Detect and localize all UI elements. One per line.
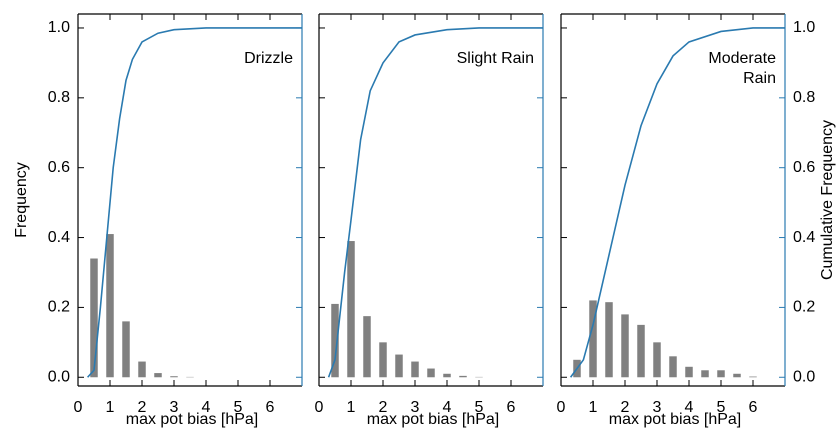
annotation: Slight Rain (457, 50, 534, 67)
x-axis-label: max pot bias [hPa] (126, 411, 259, 428)
x-tick-label: 5 (717, 399, 726, 416)
y-tick-label: 0.8 (48, 89, 70, 106)
y2-tick-label: 0.4 (793, 229, 815, 246)
y-axis-label: Frequency (13, 162, 30, 238)
x-tick-label: 6 (749, 399, 758, 416)
bar (122, 321, 130, 378)
y2-tick-label: 0.8 (793, 89, 815, 106)
annotation: Moderate (708, 50, 776, 67)
bar (443, 373, 451, 378)
y-tick-label: 0.0 (48, 368, 70, 385)
x-tick-label: 0 (315, 399, 324, 416)
y-tick-label: 0.6 (48, 159, 70, 176)
x-tick-label: 2 (379, 399, 388, 416)
annotation: Rain (743, 70, 776, 87)
bar (170, 376, 178, 378)
x-tick-label: 6 (507, 399, 516, 416)
y-tick-label: 0.4 (48, 229, 70, 246)
bar (331, 303, 339, 378)
y-tick-label: 0.2 (48, 299, 70, 316)
bar (701, 370, 709, 378)
bar (395, 354, 403, 378)
x-tick-label: 0 (557, 399, 566, 416)
bar (90, 258, 98, 378)
bar (347, 241, 355, 378)
x-tick-label: 1 (106, 399, 115, 416)
x-tick-label: 3 (653, 399, 662, 416)
bar (459, 375, 467, 378)
y2-tick-label: 0.2 (793, 299, 815, 316)
x-tick-label: 0 (74, 399, 83, 416)
bar (749, 376, 757, 378)
bar (669, 356, 677, 378)
x-tick-label: 6 (266, 399, 275, 416)
x-tick-label: 5 (475, 399, 484, 416)
x-axis-label: max pot bias [hPa] (609, 411, 742, 428)
x-tick-label: 3 (170, 399, 179, 416)
bar (427, 368, 435, 378)
bar (685, 366, 693, 378)
bar (733, 373, 741, 378)
cumulative-line (327, 27, 543, 378)
y-tick-label: 1.0 (48, 19, 70, 36)
x-axis-label: max pot bias [hPa] (367, 411, 500, 428)
x-tick-label: 5 (234, 399, 243, 416)
bar (637, 324, 645, 378)
bar (717, 370, 725, 378)
y2-axis-label: Cumulative Frequency (819, 120, 836, 280)
bar (653, 342, 661, 378)
bar (106, 234, 114, 378)
x-tick-label: 4 (202, 399, 211, 416)
x-tick-label: 1 (347, 399, 356, 416)
x-tick-label: 2 (621, 399, 630, 416)
x-tick-label: 3 (411, 399, 420, 416)
bar (411, 361, 419, 378)
cumulative-line (87, 27, 302, 378)
cumulative-line (569, 27, 785, 378)
x-tick-label: 4 (685, 399, 694, 416)
annotation: Drizzle (244, 50, 293, 67)
x-tick-label: 1 (589, 399, 598, 416)
bar (589, 300, 597, 378)
bar (154, 373, 162, 378)
bar (621, 314, 629, 378)
bar (138, 361, 146, 378)
x-tick-label: 4 (443, 399, 452, 416)
bar (605, 302, 613, 378)
y2-tick-label: 0.6 (793, 159, 815, 176)
bar (363, 316, 371, 378)
bar (379, 342, 387, 378)
x-tick-label: 2 (138, 399, 147, 416)
y2-tick-label: 0.0 (793, 368, 815, 385)
y2-tick-label: 1.0 (793, 19, 815, 36)
